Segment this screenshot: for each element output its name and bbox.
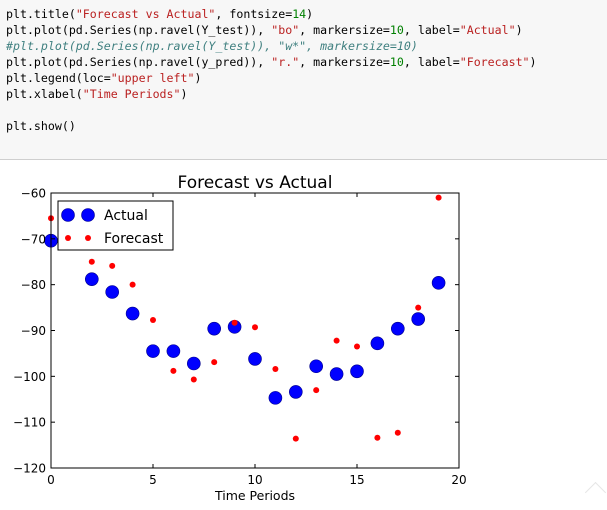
actual-point <box>350 364 364 379</box>
forecast-point <box>374 434 381 441</box>
forecast-point <box>394 429 401 436</box>
code-token: 14 <box>292 7 307 21</box>
actual-point <box>390 321 405 336</box>
legend-box <box>57 200 174 251</box>
forecast-point <box>272 366 279 372</box>
forecast-point <box>333 337 340 344</box>
legend-label: Actual <box>104 208 148 224</box>
actual-point <box>329 367 344 381</box>
actual-point <box>309 359 324 374</box>
actual-point <box>248 352 262 366</box>
y-tick-label: −60 <box>21 187 46 201</box>
y-tick-label: −80 <box>21 278 46 292</box>
x-tick-label: 0 <box>47 473 55 487</box>
chart-legend: Actual Forecast <box>57 200 174 251</box>
forecast-point <box>313 387 320 394</box>
output-area: Forecast vs Actual 0 5 10 15 20 −120 −110 −100 −… <box>0 161 607 506</box>
code-token: ) <box>180 87 188 101</box>
forecast-point <box>252 324 258 331</box>
actual-point <box>370 336 385 351</box>
code-token: ) <box>194 71 202 85</box>
forecast-point <box>435 194 442 201</box>
code-line: #plt.plot(pd.Series(np.ravel(Y_test)), "… <box>6 38 537 54</box>
code-token: plt.title( <box>6 7 76 21</box>
actual-point <box>268 391 283 405</box>
code-token: "upper left" <box>110 71 195 85</box>
x-tick-label: 5 <box>149 473 157 487</box>
code-token: , markersize= <box>299 55 390 69</box>
code-token: "r." <box>271 55 300 69</box>
code-token: , label= <box>403 55 460 69</box>
code-token: "Time Periods" <box>82 87 181 101</box>
code-token: "Forecast" <box>459 55 530 69</box>
code-line: plt.plot(pd.Series(np.ravel(Y_test)), "b… <box>6 22 537 38</box>
code-token: "Actual" <box>459 23 516 37</box>
code-token: plt.plot(pd.Series(np.ravel(y_pred)), <box>6 55 272 69</box>
x-axis-label: Time Periods <box>214 488 295 503</box>
code-cell[interactable]: plt.title("Forecast vs Actual", fontsize… <box>0 0 607 160</box>
code-token: plt.plot(pd.Series(np.ravel(Y_test)), <box>6 23 272 37</box>
legend-label: Forecast <box>104 231 164 247</box>
forecast-point <box>231 319 238 326</box>
code-line: plt.legend(loc="upper left") <box>6 70 537 86</box>
code-token: plt.show() <box>6 119 76 133</box>
actual-point <box>85 272 99 286</box>
code-token: "bo" <box>271 23 300 37</box>
actual-point <box>166 344 181 358</box>
forecast-point <box>211 359 218 366</box>
forecast-point <box>129 281 136 288</box>
legend-marker <box>65 235 71 241</box>
code-token: plt.xlabel( <box>6 87 83 101</box>
actual-point <box>288 385 303 399</box>
x-tick-label: 10 <box>247 473 262 487</box>
forecast-point <box>190 376 197 383</box>
forecast-point <box>415 304 422 311</box>
y-tick-label: −100 <box>13 370 46 384</box>
y-tick-label: −120 <box>13 462 46 476</box>
forecast-chart: Forecast vs Actual 0 5 10 15 20 −120 −110 −100 −… <box>13 173 467 503</box>
legend-marker <box>81 208 95 222</box>
code-token: "Forecast vs Actual" <box>75 7 216 21</box>
code-line <box>6 102 537 118</box>
code-token: , markersize= <box>299 23 390 37</box>
actual-point <box>187 356 201 371</box>
code-token: #plt.plot(pd.Series(np.ravel(Y_test)), "… <box>6 39 418 53</box>
code-token: 10 <box>389 23 404 37</box>
code-token: 10 <box>389 55 404 69</box>
actual-point <box>207 321 221 336</box>
legend-marker <box>61 208 75 222</box>
forecast-point <box>292 435 299 442</box>
forecast-point <box>150 316 156 323</box>
chart-title: Forecast vs Actual <box>178 173 333 193</box>
code-token: ) <box>306 7 314 21</box>
code-token: , label= <box>403 23 460 37</box>
actual-point <box>411 312 426 326</box>
code-line: plt.title("Forecast vs Actual", fontsize… <box>6 6 537 22</box>
x-tick-label: 20 <box>451 473 466 487</box>
code-line: plt.show() <box>6 118 537 134</box>
actual-point <box>105 285 119 299</box>
code-token: , fontsize= <box>215 7 293 21</box>
actual-point <box>125 306 140 321</box>
y-tick-label: −110 <box>13 416 46 430</box>
code-editor[interactable]: plt.title("Forecast vs Actual", fontsize… <box>6 6 537 134</box>
legend-marker <box>85 235 91 241</box>
code-line: plt.plot(pd.Series(np.ravel(y_pred)), "r… <box>6 54 537 70</box>
forecast-point <box>354 343 360 350</box>
x-tick-label: 15 <box>349 473 364 487</box>
forecast-point <box>88 258 95 265</box>
code-token: ) <box>515 23 523 37</box>
forecast-point <box>109 262 116 269</box>
code-token: plt.legend(loc= <box>6 71 111 85</box>
actual-point <box>146 344 160 358</box>
actual-point <box>431 276 446 290</box>
y-tick-label: −90 <box>21 324 46 338</box>
code-token: ) <box>529 55 537 69</box>
forecast-point <box>170 367 177 374</box>
y-tick-label: −70 <box>21 232 46 246</box>
code-line: plt.xlabel("Time Periods") <box>6 86 537 102</box>
